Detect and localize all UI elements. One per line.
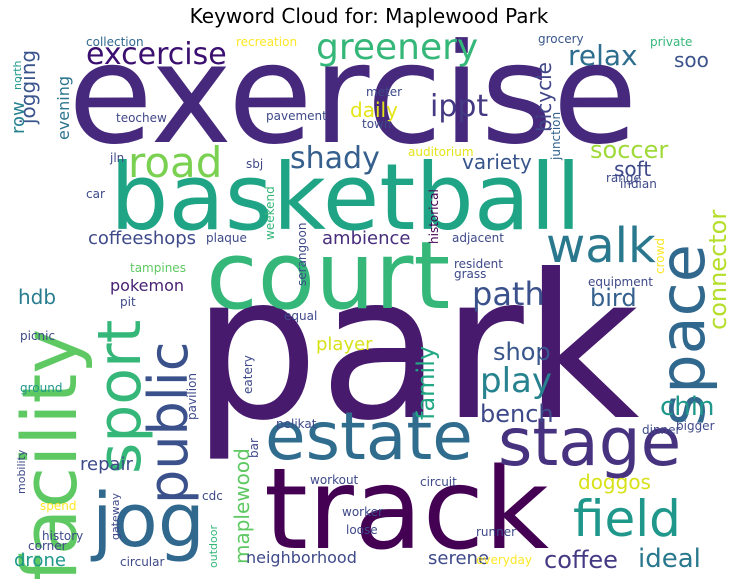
word-gateway: gateway bbox=[109, 492, 122, 540]
word-soo: soo bbox=[674, 48, 709, 72]
word-corner: corner bbox=[28, 539, 67, 553]
word-ambience: ambience bbox=[322, 228, 411, 249]
word-chin: chin bbox=[660, 392, 715, 422]
word-bigger: bigger bbox=[676, 419, 715, 433]
word-town: town bbox=[362, 117, 392, 131]
word-indian: indian bbox=[620, 177, 657, 191]
word-track: track bbox=[264, 445, 550, 575]
word-hdb: hdb bbox=[18, 285, 57, 309]
word-everyday: everyday bbox=[476, 553, 532, 567]
word-drone: drone bbox=[14, 550, 66, 571]
word-pit: pit bbox=[120, 295, 136, 309]
word-play: play bbox=[480, 361, 552, 401]
word-auditorium: auditorium bbox=[408, 145, 474, 159]
word-ideal: ideal bbox=[638, 544, 701, 574]
word-crowd: crowd bbox=[653, 237, 667, 274]
word-court: court bbox=[206, 222, 451, 331]
word-dinner: dinner bbox=[642, 423, 681, 437]
word-jog: jog bbox=[92, 478, 205, 564]
word-row: row bbox=[10, 101, 29, 134]
word-soccer: soccer bbox=[590, 136, 669, 164]
word-pavilion: pavilion bbox=[185, 372, 199, 420]
word-resident: resident bbox=[454, 257, 503, 271]
word-north: north bbox=[11, 60, 24, 90]
word-repair: repair bbox=[80, 454, 133, 475]
word-runner: runner bbox=[476, 525, 517, 539]
chart-title: Keyword Cloud for: Maplewood Park bbox=[189, 4, 549, 28]
word-doggos: doggos bbox=[578, 470, 651, 494]
word-stage: stage bbox=[498, 404, 682, 481]
word-recreation: recreation bbox=[236, 35, 298, 49]
word-serene: serene bbox=[428, 548, 490, 569]
word-ippt: ippt bbox=[430, 89, 489, 124]
word-plaque: plaque bbox=[206, 231, 247, 245]
word-evening: evening bbox=[54, 75, 73, 140]
word-walk: walk bbox=[546, 218, 656, 274]
word-relax: relax bbox=[568, 39, 638, 72]
word-serangoon: serangoon bbox=[295, 222, 309, 286]
word-range: range bbox=[606, 171, 641, 185]
word-worker: worker bbox=[342, 505, 383, 519]
word-equal: equal bbox=[284, 309, 318, 323]
word-player: player bbox=[316, 334, 373, 355]
word-estate: estate bbox=[265, 398, 473, 475]
word-basketball: basketball bbox=[110, 144, 582, 251]
word-public: public bbox=[137, 341, 200, 504]
word-soft: soft bbox=[614, 157, 652, 181]
word-adjacent: adjacent bbox=[452, 231, 504, 245]
word-road: road bbox=[128, 138, 223, 187]
word-bar: bar bbox=[247, 438, 261, 458]
word-spend: spend bbox=[40, 499, 77, 513]
word-equipment: equipment bbox=[588, 275, 653, 289]
word-weekend: weekend bbox=[263, 186, 277, 240]
word-sbj: sbj bbox=[246, 157, 264, 171]
word-grass: grass bbox=[454, 267, 487, 281]
word-tampines: tampines bbox=[130, 261, 186, 275]
word-coffee: coffee bbox=[544, 546, 618, 574]
word-collection: collection bbox=[86, 35, 144, 49]
word-pelikat: pelikat bbox=[276, 417, 317, 431]
word-maplewood: maplewood bbox=[230, 448, 254, 564]
word-shop: shop bbox=[493, 338, 551, 366]
word-mobility: mobility bbox=[15, 449, 28, 494]
word-loose: loose bbox=[346, 523, 378, 537]
word-family: family bbox=[412, 345, 440, 420]
word-private: private bbox=[650, 35, 693, 49]
word-path: path bbox=[472, 275, 545, 313]
word-jln: jln bbox=[110, 151, 125, 165]
word-cloud: park exercise basketball court track est… bbox=[10, 34, 730, 579]
word-car: car bbox=[86, 187, 105, 201]
word-workout: workout bbox=[310, 473, 359, 487]
word-bird: bird bbox=[590, 284, 637, 312]
word-eatery: eatery bbox=[241, 355, 255, 394]
word-park: park bbox=[192, 232, 640, 465]
word-daily: daily bbox=[350, 98, 398, 122]
word-junction: junction bbox=[549, 111, 563, 160]
word-circuit: circuit bbox=[420, 475, 457, 489]
word-circular: circular bbox=[120, 555, 165, 569]
word-greenery: greenery bbox=[316, 34, 479, 68]
word-teochew: teochew bbox=[116, 111, 167, 125]
word-meter: meter bbox=[366, 85, 403, 99]
word-history: history bbox=[42, 529, 84, 543]
word-coffeeshops: coffeeshops bbox=[88, 228, 197, 249]
word-picnic: picnic bbox=[20, 329, 56, 343]
word-excercise: excercise bbox=[86, 37, 227, 72]
word-neighborhood: neighborhood bbox=[246, 548, 357, 567]
word-variety: variety bbox=[462, 150, 532, 174]
word-pavement: pavement bbox=[266, 109, 327, 123]
word-outdoor: outdoor bbox=[207, 525, 220, 568]
word-historical: historical bbox=[427, 189, 441, 244]
word-bench: bench bbox=[480, 400, 554, 428]
word-cdc: cdc bbox=[202, 489, 223, 503]
word-shady: shady bbox=[290, 141, 380, 176]
word-field: field bbox=[573, 490, 681, 548]
word-grocery: grocery bbox=[538, 34, 584, 46]
word-ground: ground bbox=[20, 381, 63, 395]
word-pokemon: pokemon bbox=[110, 276, 184, 295]
word-connector: connector bbox=[704, 209, 730, 330]
word-exercise: exercise bbox=[68, 34, 638, 175]
